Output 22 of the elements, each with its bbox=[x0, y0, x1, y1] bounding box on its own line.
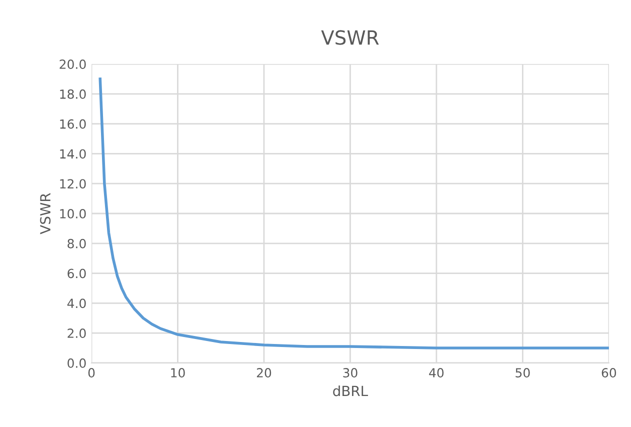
y-tick-label: 4.0 bbox=[67, 298, 86, 308]
x-tick-label: 50 bbox=[516, 368, 530, 378]
x-tick-label: 10 bbox=[171, 368, 185, 378]
y-tick-label: 12.0 bbox=[60, 179, 86, 189]
x-tick-label: 20 bbox=[256, 368, 272, 378]
x-tick-label: 30 bbox=[343, 368, 358, 378]
y-tick-label: 20.0 bbox=[60, 60, 86, 69]
y-axis-title: VSWR bbox=[40, 193, 51, 234]
x-tick-label: 0 bbox=[88, 368, 95, 378]
y-tick-label: 10.0 bbox=[60, 208, 86, 218]
y-tick-label: 14.0 bbox=[60, 149, 86, 159]
y-tick-label: 6.0 bbox=[68, 268, 86, 278]
x-axis-title: dBRL bbox=[333, 385, 368, 396]
y-tick-label: 18.0 bbox=[60, 89, 86, 99]
x-tick-label: 60 bbox=[602, 368, 616, 378]
y-tick-label: 0.0 bbox=[68, 358, 86, 368]
y-tick-label: 8.0 bbox=[68, 238, 86, 248]
chart-title: VSWR bbox=[321, 30, 379, 45]
line-series bbox=[98, 78, 609, 350]
x-tick-label: 40 bbox=[429, 368, 444, 378]
y-tick-label: 2.0 bbox=[68, 328, 86, 338]
y-tick-label: 16.0 bbox=[60, 119, 86, 129]
